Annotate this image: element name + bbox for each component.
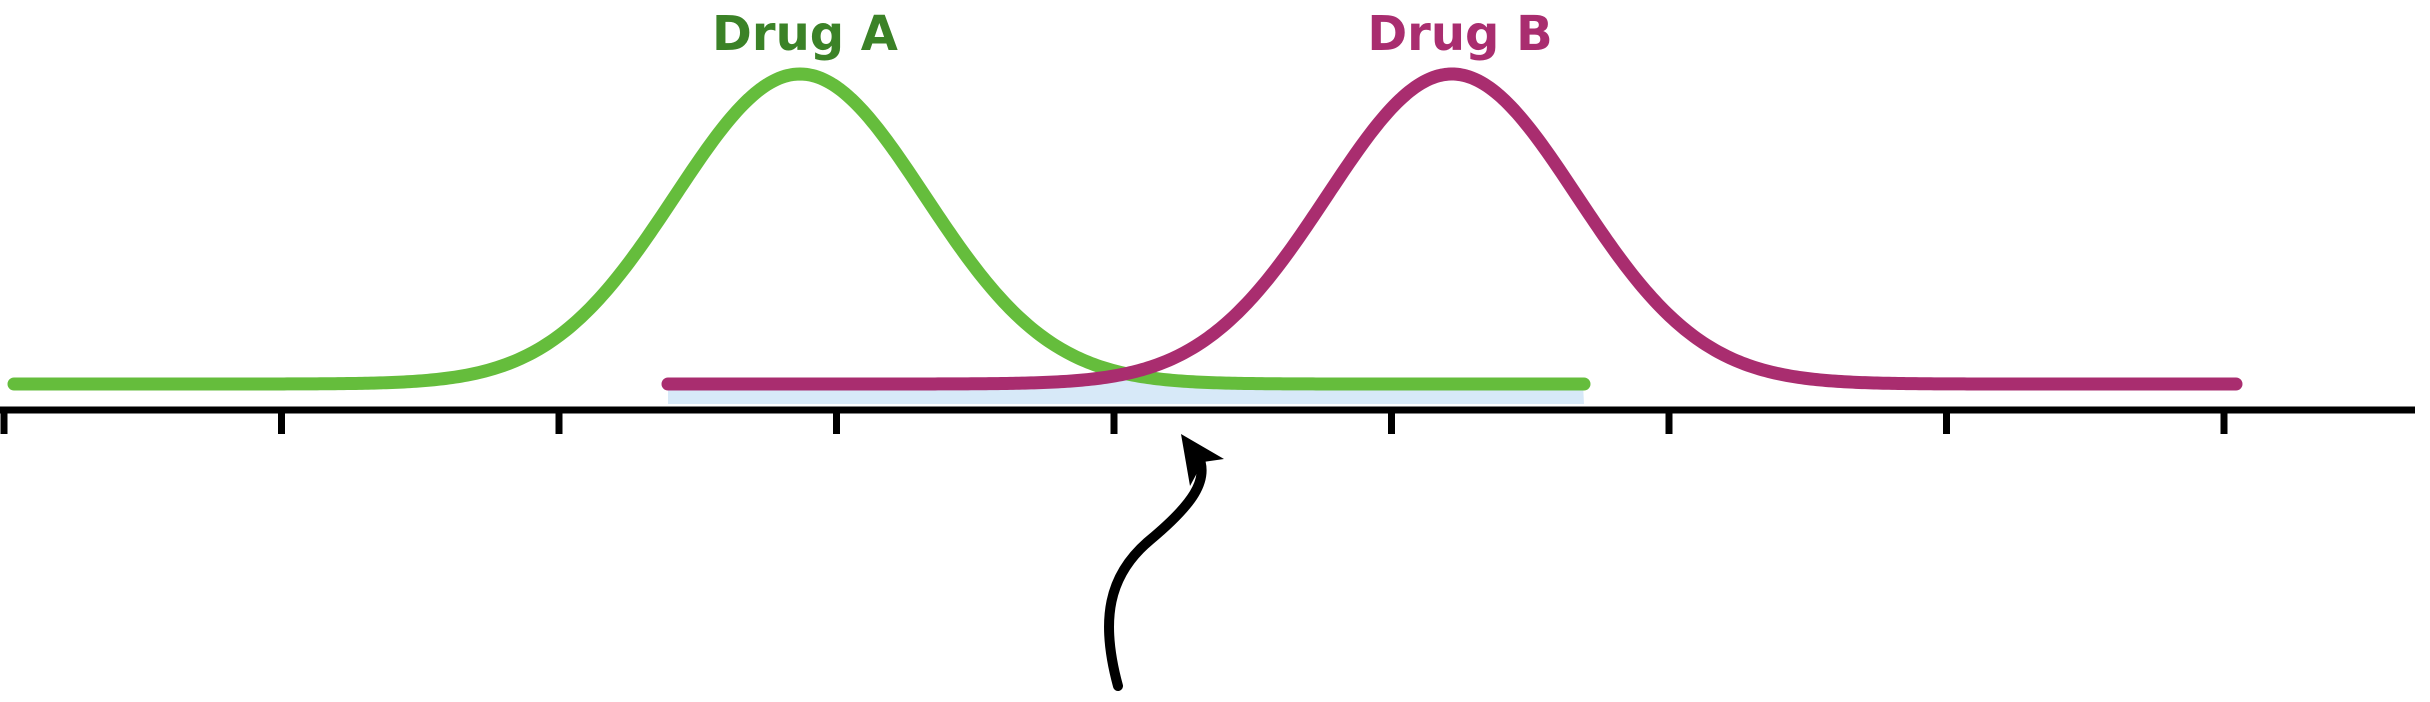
- drug-b-label: Drug B: [1367, 6, 1552, 62]
- x-axis: [0, 406, 2415, 434]
- axis-ticks: [0, 410, 2228, 434]
- pointer-arrow: [1104, 434, 1224, 691]
- arrow-shaft: [1104, 450, 1207, 691]
- drug-b-curve: [661, 67, 2243, 391]
- arrow-head: [1181, 434, 1224, 486]
- drug-a-curve: [7, 67, 1591, 391]
- drug-a-label: Drug A: [712, 6, 898, 62]
- overlap-region: [668, 373, 1584, 404]
